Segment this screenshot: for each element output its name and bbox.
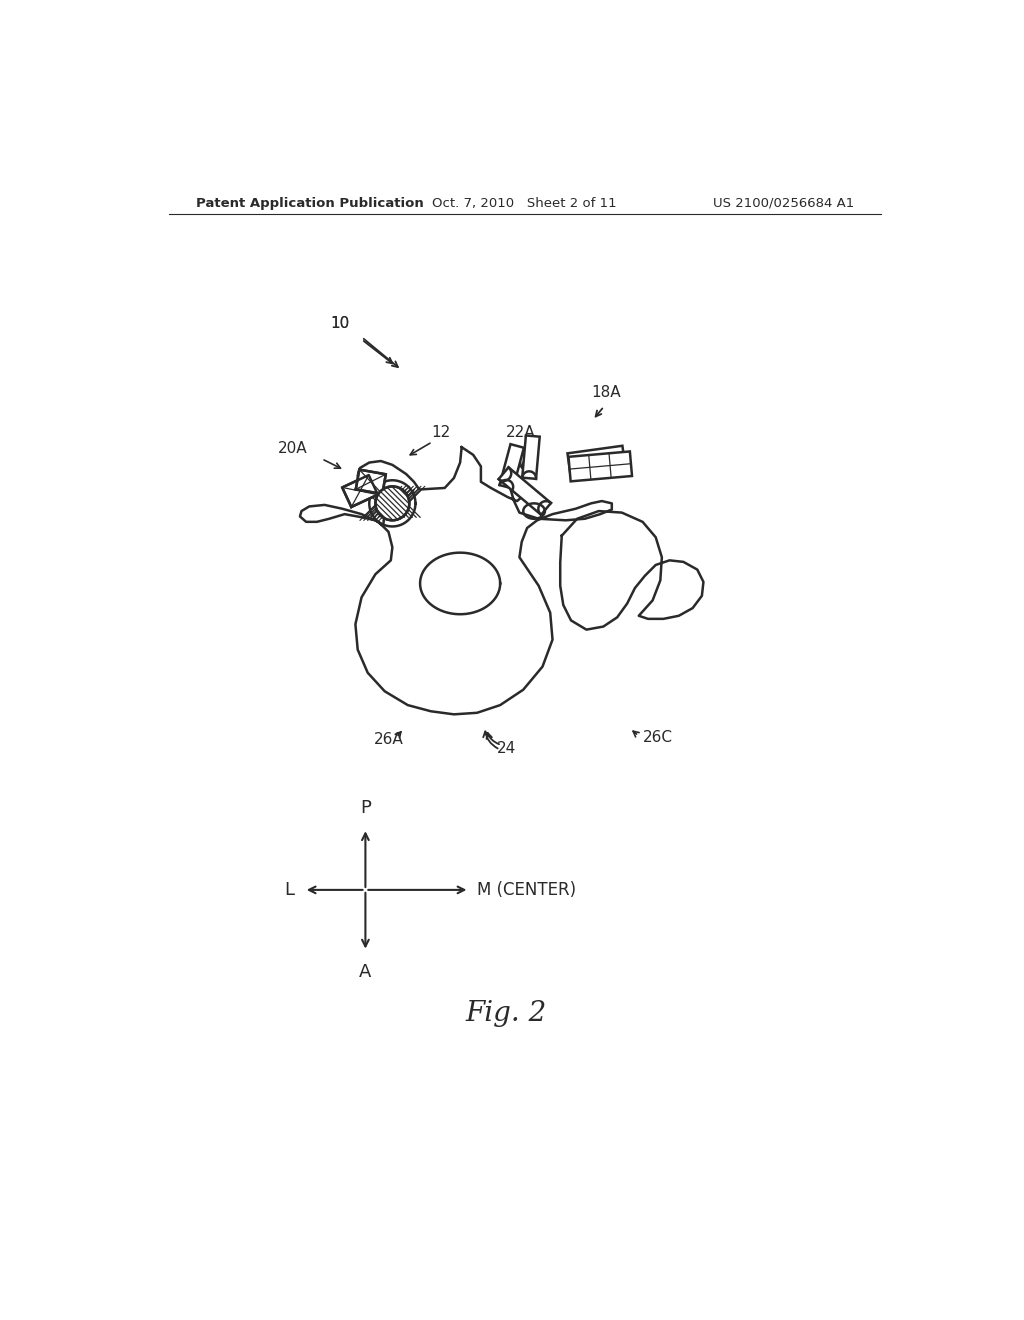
Text: Fig. 2: Fig. 2 <box>466 999 547 1027</box>
Text: 22A: 22A <box>506 425 536 440</box>
Circle shape <box>378 488 407 517</box>
Circle shape <box>377 488 408 519</box>
Text: A: A <box>359 964 372 981</box>
Text: Patent Application Publication: Patent Application Publication <box>196 197 424 210</box>
Text: L: L <box>285 880 295 899</box>
Polygon shape <box>355 470 386 494</box>
Text: 10: 10 <box>331 315 349 331</box>
Text: 26C: 26C <box>643 730 673 744</box>
Text: 12: 12 <box>431 425 451 440</box>
Circle shape <box>378 488 408 519</box>
Circle shape <box>377 488 408 519</box>
Polygon shape <box>567 446 626 475</box>
Polygon shape <box>522 436 540 479</box>
Polygon shape <box>500 444 524 488</box>
Text: 26A: 26A <box>374 731 403 747</box>
Text: Oct. 7, 2010   Sheet 2 of 11: Oct. 7, 2010 Sheet 2 of 11 <box>432 197 617 210</box>
Polygon shape <box>499 467 551 515</box>
Text: P: P <box>360 799 371 817</box>
Circle shape <box>376 487 410 520</box>
Circle shape <box>378 488 407 517</box>
Text: 24: 24 <box>497 741 516 756</box>
Text: 10: 10 <box>331 315 349 331</box>
Polygon shape <box>342 475 378 507</box>
Text: US 2100/0256684 A1: US 2100/0256684 A1 <box>713 197 854 210</box>
Text: 20A: 20A <box>279 441 307 455</box>
Text: M (CENTER): M (CENTER) <box>477 880 577 899</box>
Text: 18A: 18A <box>592 385 622 400</box>
Polygon shape <box>568 451 632 482</box>
